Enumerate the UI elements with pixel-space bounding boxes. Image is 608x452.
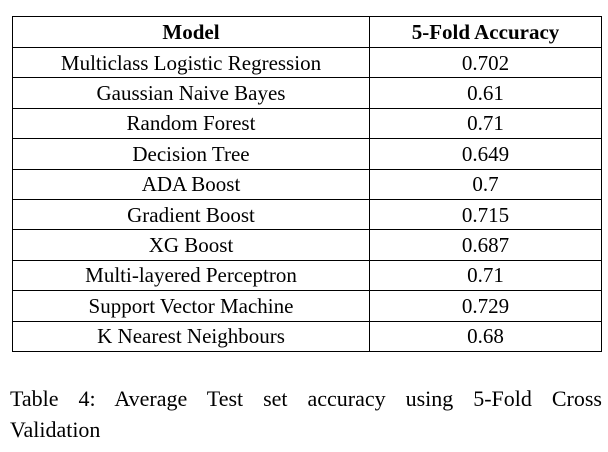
accuracy-cell: 0.68 [369, 320, 602, 352]
table-row: K Nearest Neighbours 0.68 [12, 320, 602, 352]
table-row: Gaussian Naive Bayes 0.61 [12, 77, 602, 109]
model-cell: ADA Boost [12, 168, 370, 200]
table-row: Support Vector Machine 0.729 [12, 290, 602, 322]
model-cell: Decision Tree [12, 138, 370, 170]
table-row: Multiclass Logistic Regression 0.702 [12, 46, 602, 79]
results-table-container: Model 5-Fold Accuracy Multiclass Logisti… [12, 16, 602, 352]
accuracy-cell: 0.715 [369, 198, 602, 231]
accuracy-cell: 0.687 [369, 229, 602, 261]
model-cell: Gaussian Naive Bayes [12, 77, 370, 109]
model-cell: XG Boost [12, 229, 370, 261]
accuracy-cell: 0.71 [369, 107, 602, 140]
column-header-accuracy: 5-Fold Accuracy [369, 16, 602, 48]
model-cell: Multi-layered Perceptron [12, 259, 370, 292]
table-row: XG Boost 0.687 [12, 229, 602, 261]
accuracy-cell: 0.702 [369, 46, 602, 79]
caption-line-1: Table 4: Average Test set accuracy using… [10, 386, 602, 411]
table-header-row: Model 5-Fold Accuracy [12, 16, 602, 48]
model-cell: Support Vector Machine [12, 290, 370, 322]
table-row: Decision Tree 0.649 [12, 138, 602, 170]
table-row: Random Forest 0.71 [12, 107, 602, 140]
accuracy-cell: 0.7 [369, 168, 602, 200]
table-caption: Table 4: Average Test set accuracy using… [10, 383, 602, 445]
table-row: Gradient Boost 0.715 [12, 198, 602, 231]
model-cell: K Nearest Neighbours [12, 320, 370, 352]
accuracy-cell: 0.71 [369, 259, 602, 292]
table-row: Multi-layered Perceptron 0.71 [12, 259, 602, 292]
model-cell: Random Forest [12, 107, 370, 140]
model-cell: Multiclass Logistic Regression [12, 46, 370, 79]
column-header-model: Model [12, 16, 370, 48]
accuracy-cell: 0.649 [369, 138, 602, 170]
model-cell: Gradient Boost [12, 198, 370, 231]
caption-line-2: Validation [10, 417, 101, 442]
accuracy-cell: 0.729 [369, 290, 602, 322]
accuracy-cell: 0.61 [369, 77, 602, 109]
table-row: ADA Boost 0.7 [12, 168, 602, 200]
accuracy-table: Model 5-Fold Accuracy Multiclass Logisti… [12, 16, 602, 352]
